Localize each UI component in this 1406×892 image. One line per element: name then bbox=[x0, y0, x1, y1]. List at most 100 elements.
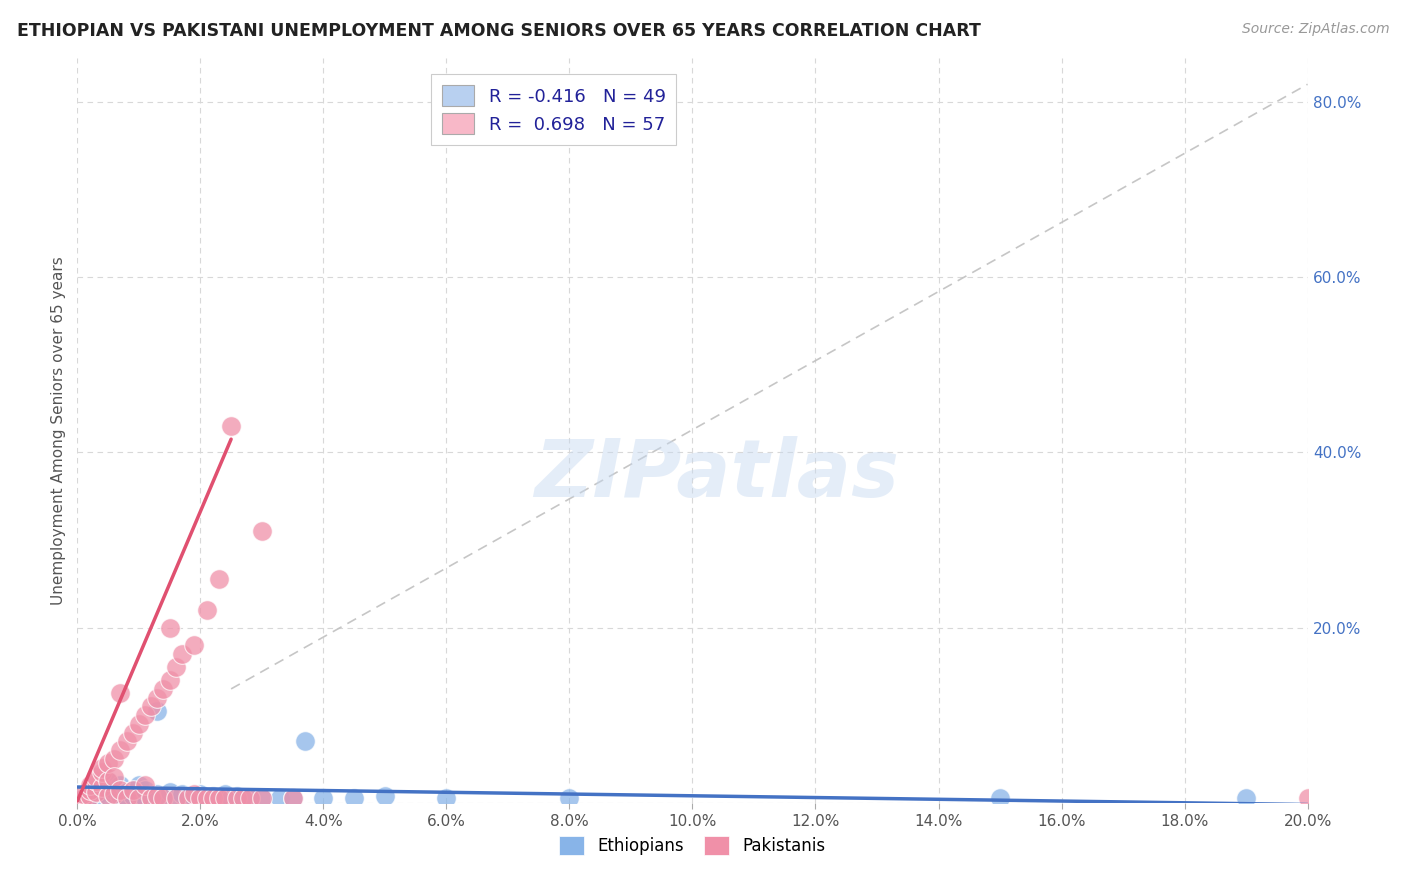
Point bbox=[79, 782, 101, 797]
Point bbox=[226, 789, 249, 803]
Point bbox=[110, 686, 132, 700]
Point bbox=[103, 787, 125, 801]
Point bbox=[141, 699, 163, 714]
Point bbox=[79, 789, 101, 803]
Point bbox=[115, 791, 138, 805]
Point bbox=[134, 791, 156, 805]
Legend: Ethiopians, Pakistanis: Ethiopians, Pakistanis bbox=[553, 829, 832, 862]
Point bbox=[128, 778, 150, 792]
Point bbox=[146, 690, 169, 705]
Point bbox=[97, 789, 120, 803]
Point bbox=[84, 773, 107, 788]
Point bbox=[110, 789, 132, 803]
Point bbox=[110, 743, 132, 757]
Point bbox=[90, 761, 114, 775]
Text: Source: ZipAtlas.com: Source: ZipAtlas.com bbox=[1241, 22, 1389, 37]
Point bbox=[165, 791, 187, 805]
Point bbox=[269, 791, 291, 805]
Point bbox=[159, 673, 181, 687]
Point bbox=[165, 660, 187, 674]
Point bbox=[226, 791, 249, 805]
Point bbox=[208, 791, 231, 805]
Point bbox=[115, 734, 138, 748]
Point bbox=[1296, 791, 1319, 805]
Point bbox=[121, 782, 143, 797]
Point bbox=[250, 524, 273, 538]
Point bbox=[115, 791, 138, 805]
Point bbox=[121, 782, 143, 797]
Point bbox=[170, 787, 193, 801]
Point bbox=[121, 725, 143, 739]
Point bbox=[183, 638, 205, 652]
Point bbox=[115, 785, 138, 799]
Point bbox=[177, 791, 200, 805]
Point bbox=[79, 778, 101, 792]
Point bbox=[134, 782, 156, 797]
Point bbox=[1234, 791, 1257, 805]
Point bbox=[988, 791, 1011, 805]
Point bbox=[152, 791, 174, 805]
Point bbox=[239, 791, 262, 805]
Point bbox=[294, 734, 316, 748]
Point bbox=[97, 773, 120, 788]
Point bbox=[312, 791, 335, 805]
Point bbox=[201, 791, 224, 805]
Point bbox=[84, 791, 107, 805]
Point bbox=[214, 787, 236, 801]
Point bbox=[343, 791, 366, 805]
Point bbox=[219, 419, 242, 434]
Point bbox=[84, 770, 107, 784]
Point bbox=[84, 778, 107, 792]
Point bbox=[239, 791, 262, 805]
Point bbox=[232, 791, 254, 805]
Point bbox=[79, 789, 101, 803]
Point bbox=[110, 778, 132, 792]
Point bbox=[134, 778, 156, 792]
Point bbox=[195, 791, 218, 805]
Point bbox=[128, 717, 150, 731]
Point bbox=[250, 791, 273, 805]
Point bbox=[97, 773, 120, 788]
Point bbox=[97, 756, 120, 771]
Point bbox=[146, 787, 169, 801]
Point bbox=[188, 791, 212, 805]
Point bbox=[152, 789, 174, 803]
Point bbox=[103, 787, 125, 801]
Point bbox=[134, 708, 156, 723]
Text: ZIPatlas: ZIPatlas bbox=[534, 436, 900, 514]
Point bbox=[103, 770, 125, 784]
Point bbox=[165, 791, 187, 805]
Point bbox=[177, 789, 200, 803]
Point bbox=[208, 573, 231, 587]
Point bbox=[183, 787, 205, 801]
Point bbox=[374, 789, 396, 803]
Point bbox=[219, 791, 242, 805]
Point bbox=[141, 791, 163, 805]
Point bbox=[72, 787, 94, 801]
Point bbox=[128, 787, 150, 801]
Point bbox=[79, 782, 101, 797]
Point bbox=[84, 785, 107, 799]
Point bbox=[90, 780, 114, 794]
Point bbox=[159, 621, 181, 635]
Point bbox=[170, 647, 193, 661]
Point bbox=[146, 704, 169, 718]
Point bbox=[208, 791, 231, 805]
Point bbox=[97, 789, 120, 803]
Point bbox=[141, 789, 163, 803]
Point bbox=[146, 789, 169, 803]
Point bbox=[103, 782, 125, 797]
Point bbox=[121, 789, 143, 803]
Point bbox=[201, 789, 224, 803]
Point bbox=[558, 791, 581, 805]
Point bbox=[195, 791, 218, 805]
Point bbox=[214, 791, 236, 805]
Point bbox=[72, 787, 94, 801]
Point bbox=[183, 791, 205, 805]
Point bbox=[188, 787, 212, 801]
Point bbox=[90, 780, 114, 794]
Point bbox=[128, 791, 150, 805]
Point bbox=[250, 791, 273, 805]
Point bbox=[152, 681, 174, 696]
Point bbox=[110, 782, 132, 797]
